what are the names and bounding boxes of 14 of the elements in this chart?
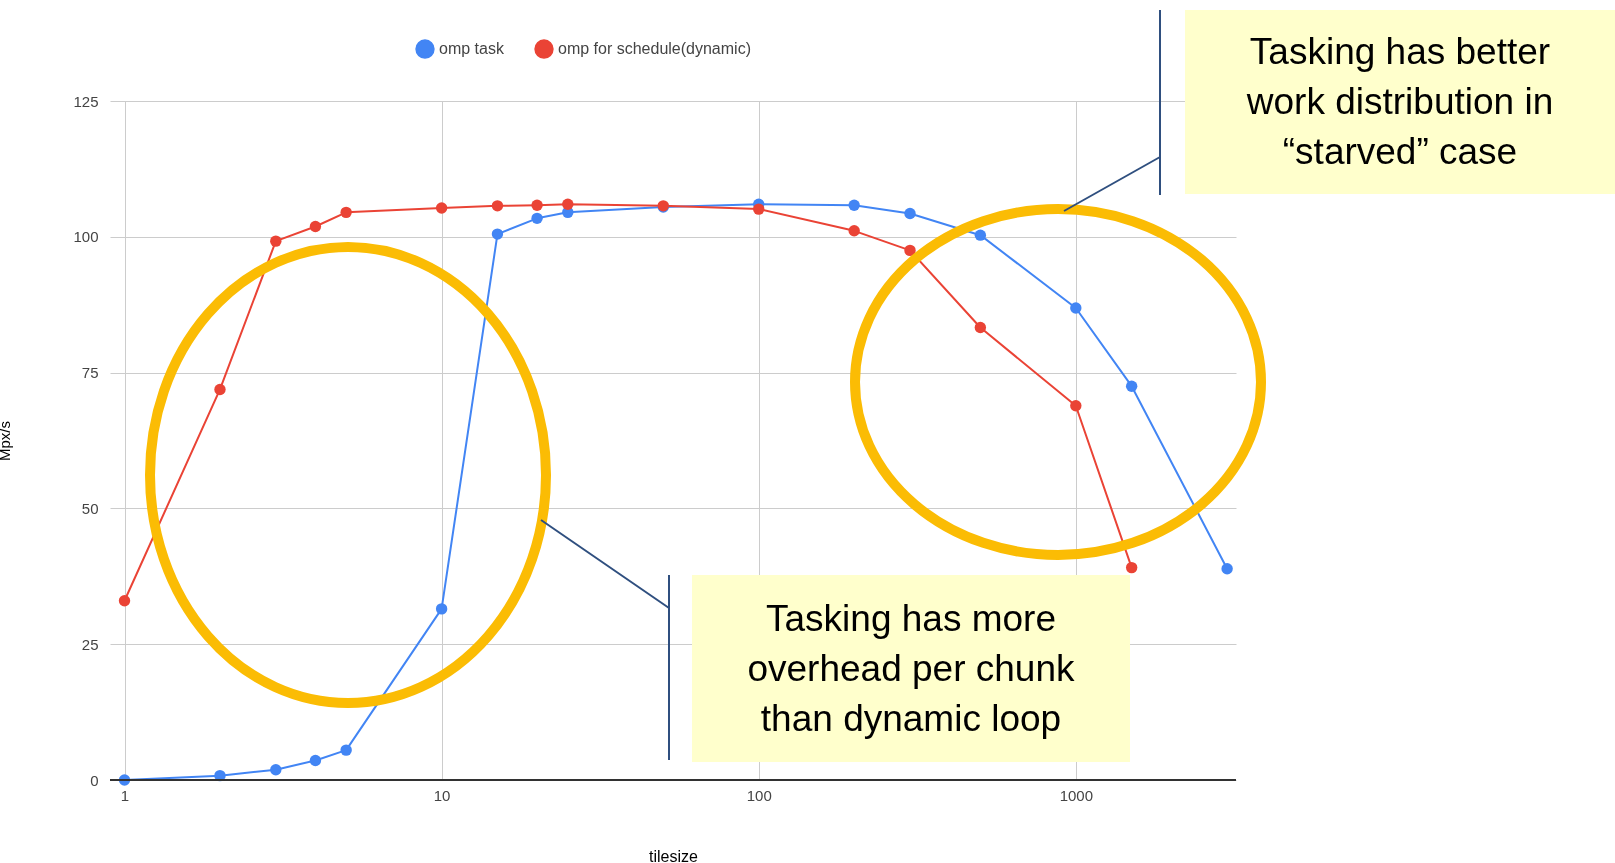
y-tick-label: 100 <box>73 228 99 246</box>
y-tick-label: 25 <box>81 635 99 653</box>
x-tick-label: 10 <box>433 786 451 804</box>
legend-label: omp task <box>439 40 505 58</box>
y-tick-label: 75 <box>81 364 99 382</box>
y-axis-title: Mpx/s <box>0 420 14 462</box>
y-tick-label: 50 <box>81 499 99 517</box>
x-tick-label: 100 <box>746 786 772 804</box>
x-tick-label: 1000 <box>1059 786 1093 804</box>
x-axis-title: tilesize <box>649 847 699 863</box>
y-tick-label: 125 <box>73 92 99 110</box>
legend-label: omp for schedule(dynamic) <box>558 40 751 58</box>
x-tick-label: 1 <box>120 786 130 804</box>
y-tick-label: 0 <box>90 771 99 789</box>
